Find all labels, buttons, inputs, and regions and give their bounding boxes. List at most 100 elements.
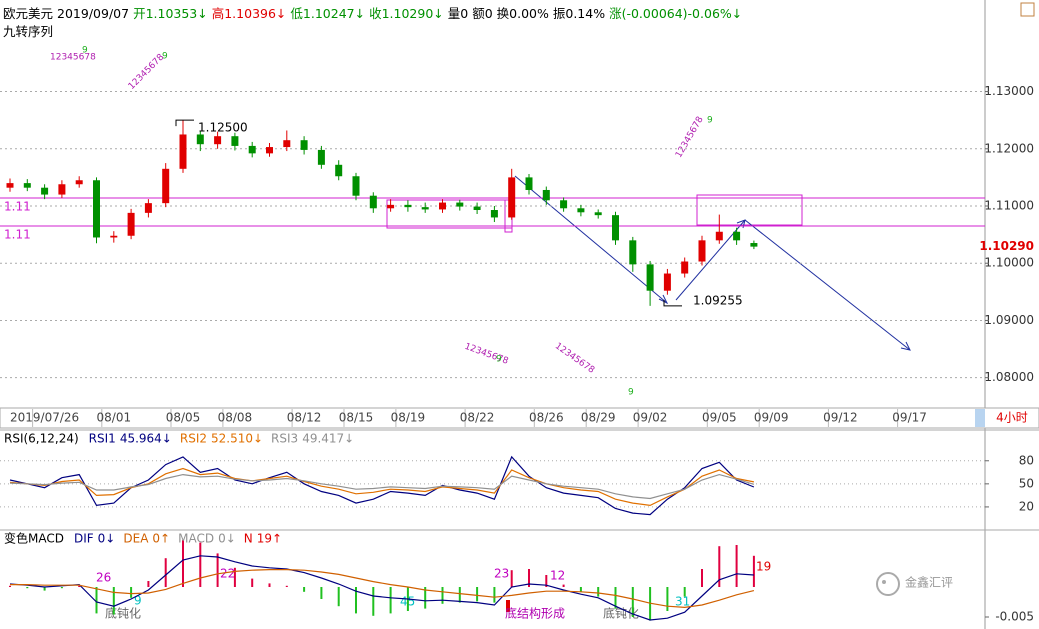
candle-body <box>75 180 83 185</box>
candle-body <box>646 264 654 291</box>
candle-body <box>317 149 325 165</box>
macd-bar <box>303 587 306 592</box>
quote-header: 欧元美元 2019/09/07 开1.10353↓ 高1.10396↓ 低1.10247… <box>3 3 746 22</box>
arrow-head <box>900 341 911 351</box>
macd-bar <box>130 587 133 598</box>
td-nine: 9 <box>82 46 88 56</box>
candle-body <box>542 189 550 201</box>
macd-bar <box>718 546 721 587</box>
signal: 底钝化 <box>105 606 141 621</box>
candle-body <box>58 184 66 195</box>
macd-bar <box>112 587 115 615</box>
price-line-label: 1.11 <box>4 199 31 213</box>
macd-bar <box>683 587 686 597</box>
candle-body <box>698 240 706 262</box>
x-tick-label: 09/17 <box>892 411 927 425</box>
candle-body <box>508 177 516 218</box>
note: 22 <box>220 567 235 581</box>
macd-bar <box>614 587 617 609</box>
header-item: 2019/09/07 <box>57 6 130 21</box>
note: 12 <box>550 569 565 583</box>
td-nine: 9 <box>628 388 634 398</box>
legend-item: 0↓ <box>218 532 236 546</box>
legend-item: 0↓ <box>98 532 116 546</box>
legend-item: RSI3 <box>271 432 298 446</box>
candle-body <box>231 136 239 146</box>
candle-body <box>248 145 256 154</box>
candle-body <box>352 176 360 196</box>
window-icon[interactable] <box>1020 2 1035 17</box>
candle-body <box>179 134 187 169</box>
note: 9 <box>134 594 142 608</box>
header-item: 量0 <box>447 6 469 21</box>
candle-body <box>387 204 395 209</box>
y-tick-label: 1.08000 <box>984 370 1034 384</box>
x-tick-label: 08/05 <box>166 411 201 425</box>
trend-arrows <box>514 175 911 351</box>
y-tick-label: 1.10000 <box>984 256 1034 270</box>
y-tick-label: 1.09000 <box>984 313 1034 327</box>
macd-bar <box>666 587 669 611</box>
macd-bar <box>752 555 755 587</box>
legend-item: 49.417↓ <box>302 432 354 446</box>
td-nine: 9 <box>707 116 713 126</box>
candle-body <box>421 207 429 210</box>
candle-body <box>144 203 152 213</box>
macd-bar <box>268 583 271 587</box>
header-item: 高1.10396↓ <box>211 6 287 21</box>
x-tick-label: 08/08 <box>218 411 253 425</box>
candle-body <box>663 273 671 291</box>
header-item: 涨(-0.00064)-0.06%↓ <box>609 6 743 21</box>
trend-line <box>744 219 911 351</box>
td-nine: 9 <box>162 52 168 62</box>
signal: 底钝化 <box>603 606 639 621</box>
big-label: 19 <box>756 560 771 574</box>
candle-body <box>300 140 308 150</box>
macd-bar <box>285 585 288 587</box>
series-line <box>9 555 754 621</box>
candle-body <box>750 243 758 247</box>
legend-item: DIF <box>74 532 94 546</box>
x-tick-label: 09/12 <box>823 411 858 425</box>
macd-bar <box>337 587 340 607</box>
candle-body <box>196 134 204 145</box>
y-tick-label: 1.13000 <box>984 84 1034 98</box>
price-line-label: 1.11 <box>4 228 31 242</box>
y-tick-label: 80 <box>1019 453 1034 467</box>
macd-bar <box>493 587 496 603</box>
macd-bar <box>199 542 202 587</box>
x-tick-label: 08/19 <box>391 411 426 425</box>
header-item: 欧元美元 <box>3 6 54 21</box>
header-item: 开1.10353↓ <box>133 6 208 21</box>
legend-item: RSI1 <box>89 432 116 446</box>
macd-bar <box>164 558 167 587</box>
extreme-marker <box>175 119 194 127</box>
macd-bar <box>216 553 219 587</box>
legend-item: N <box>244 532 253 546</box>
extreme-marker <box>663 299 682 307</box>
macd-bar <box>9 585 11 587</box>
watermark-text: 金鑫汇评 <box>905 575 953 590</box>
candle-body <box>162 168 170 204</box>
macd-bar <box>701 569 703 587</box>
trend-line <box>514 175 668 304</box>
legend-item: 52.510↓ <box>211 432 263 446</box>
last-price-label: 1.10290 <box>979 239 1034 253</box>
candle-body <box>490 210 498 218</box>
note: 26 <box>96 571 111 585</box>
header-item: 额0 <box>472 6 493 21</box>
macd-bar <box>320 587 323 599</box>
y-tick-label: 20 <box>1019 499 1034 513</box>
macd-bar <box>631 587 634 617</box>
x-axis-strip <box>0 407 1039 429</box>
watermark-icon <box>882 580 886 584</box>
candle-body <box>473 206 481 211</box>
legend-item: RSI(6,12,24) <box>4 432 79 446</box>
candle-body <box>93 180 100 238</box>
macd-bar <box>562 584 565 587</box>
legend-item: RSI2 <box>180 432 207 446</box>
x-tick-label: 09/02 <box>633 411 668 425</box>
signal-marker <box>506 600 510 612</box>
